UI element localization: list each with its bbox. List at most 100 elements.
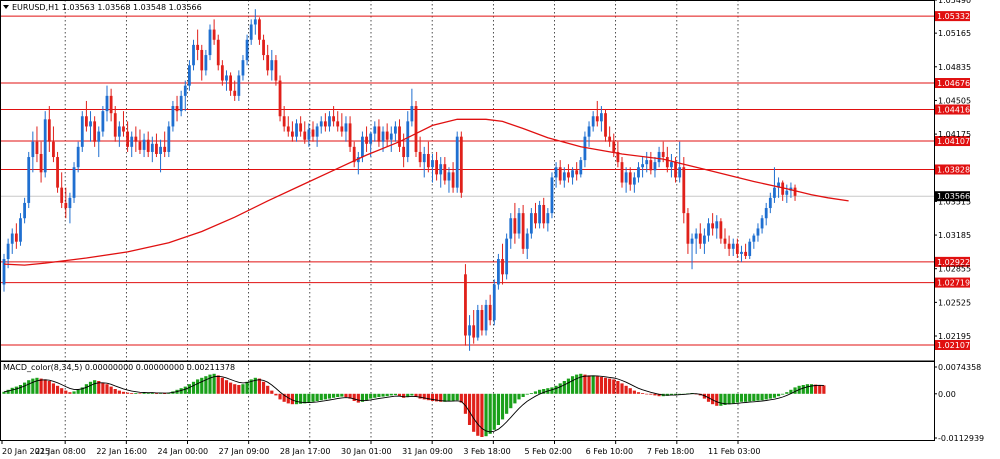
macd-bar bbox=[818, 385, 822, 394]
candle-body bbox=[748, 241, 752, 256]
macd-signal-line bbox=[3, 375, 824, 433]
candle-body bbox=[134, 136, 138, 142]
macd-bar bbox=[739, 393, 744, 402]
candle-body bbox=[323, 121, 327, 127]
macd-bar bbox=[760, 393, 764, 401]
candle-body bbox=[142, 139, 146, 150]
macd-bar bbox=[711, 393, 715, 405]
macd-bar bbox=[463, 393, 468, 414]
candle-body bbox=[303, 131, 307, 140]
horizontal-levels: 1.05332 1.04676 1.04416 1.04107 1.03828 1.029… bbox=[0, 11, 970, 350]
candle-body bbox=[291, 131, 294, 137]
macd-tick-label: 0.00 bbox=[938, 390, 956, 399]
macd-bar bbox=[93, 380, 97, 394]
macd-bar bbox=[488, 393, 492, 434]
candle-body bbox=[414, 106, 418, 152]
macd-bar bbox=[385, 393, 389, 397]
candle-body bbox=[365, 136, 368, 144]
candle-body bbox=[80, 116, 84, 147]
candle-body bbox=[60, 187, 64, 203]
candle-body bbox=[204, 55, 208, 71]
macd-bar bbox=[752, 393, 756, 401]
candle-body bbox=[591, 116, 595, 127]
macd-bar bbox=[76, 389, 80, 394]
candle-body bbox=[117, 126, 121, 137]
macd-bar bbox=[336, 393, 340, 397]
macd-bar bbox=[500, 393, 505, 420]
candle-body bbox=[501, 259, 504, 275]
macd-bar bbox=[233, 384, 237, 394]
macd-bar bbox=[628, 388, 632, 394]
macd-bar bbox=[406, 393, 410, 397]
candle-body bbox=[447, 172, 451, 181]
price-tick-label: 1.04505 bbox=[938, 96, 971, 105]
macd-bar bbox=[566, 378, 571, 394]
candle-body bbox=[517, 213, 521, 234]
level-label: 1.02719 bbox=[937, 279, 970, 288]
candle-body bbox=[282, 116, 286, 127]
macd-bar bbox=[554, 385, 558, 394]
macd-bar bbox=[311, 393, 315, 402]
symbol-header: EURUSD,H1 1.03563 1.03568 1.03548 1.0356… bbox=[12, 3, 202, 12]
candle-body bbox=[723, 238, 727, 244]
time-tick-label: 28 Jan 17:00 bbox=[280, 447, 331, 456]
macd-bar bbox=[340, 393, 344, 397]
candle-body bbox=[777, 182, 780, 188]
candle-body bbox=[616, 151, 620, 163]
candle-body bbox=[274, 60, 278, 81]
macd-bar bbox=[31, 378, 35, 394]
macd-bar bbox=[550, 387, 554, 394]
candle-body bbox=[76, 146, 80, 168]
macd-bar bbox=[814, 384, 818, 394]
macd-bar bbox=[51, 383, 56, 394]
candle-body bbox=[464, 274, 467, 336]
time-tick-label: 27 Jan 09:00 bbox=[219, 447, 270, 456]
macd-bar bbox=[327, 393, 332, 399]
candle-body bbox=[538, 204, 541, 224]
candle-body bbox=[109, 95, 113, 114]
candle-body bbox=[315, 126, 319, 137]
candle-body bbox=[155, 143, 158, 154]
macd-bar bbox=[426, 393, 430, 401]
candle-body bbox=[550, 177, 554, 214]
candle-body bbox=[299, 123, 303, 132]
candle-body bbox=[183, 85, 187, 96]
macd-bar bbox=[121, 391, 126, 394]
candle-body bbox=[476, 310, 480, 338]
macd-bar bbox=[282, 393, 286, 402]
macd-bar bbox=[525, 393, 529, 395]
macd-bar bbox=[801, 385, 805, 394]
candle-body bbox=[159, 146, 162, 154]
macd-bar bbox=[719, 393, 723, 406]
candle-body bbox=[546, 213, 550, 224]
macd-bar bbox=[402, 393, 406, 398]
price-axis: 1.05490 1.05165 1.04835 1.04505 1.04175 1.035… bbox=[934, 0, 984, 443]
candle-body bbox=[27, 157, 31, 203]
macd-bar bbox=[360, 393, 365, 402]
chart-menu-triangle-icon[interactable] bbox=[3, 5, 9, 9]
time-tick-label: 22 Jan 16:00 bbox=[96, 447, 147, 456]
macd-bar bbox=[397, 393, 402, 397]
candle-body bbox=[385, 131, 389, 140]
macd-bar bbox=[735, 393, 739, 403]
candle-body bbox=[793, 187, 797, 196]
level-label-box bbox=[935, 164, 970, 175]
macd-bar bbox=[636, 392, 641, 394]
macd-bar bbox=[455, 393, 459, 401]
macd-bar bbox=[570, 376, 575, 394]
candle-body bbox=[542, 204, 546, 224]
vertical-grid bbox=[64, 0, 739, 441]
macd-bar bbox=[612, 379, 616, 394]
candle-body bbox=[245, 39, 249, 61]
candle-body bbox=[43, 119, 47, 173]
macd-bar bbox=[72, 391, 76, 394]
candle-body bbox=[237, 75, 241, 96]
macd-bar bbox=[764, 393, 768, 400]
macd-bar bbox=[364, 393, 369, 401]
macd-bar bbox=[319, 393, 323, 401]
macd-bar bbox=[414, 393, 418, 397]
macd-bar bbox=[496, 393, 500, 425]
candle-body bbox=[707, 223, 710, 236]
price-tick-label: 1.05490 bbox=[938, 0, 971, 5]
